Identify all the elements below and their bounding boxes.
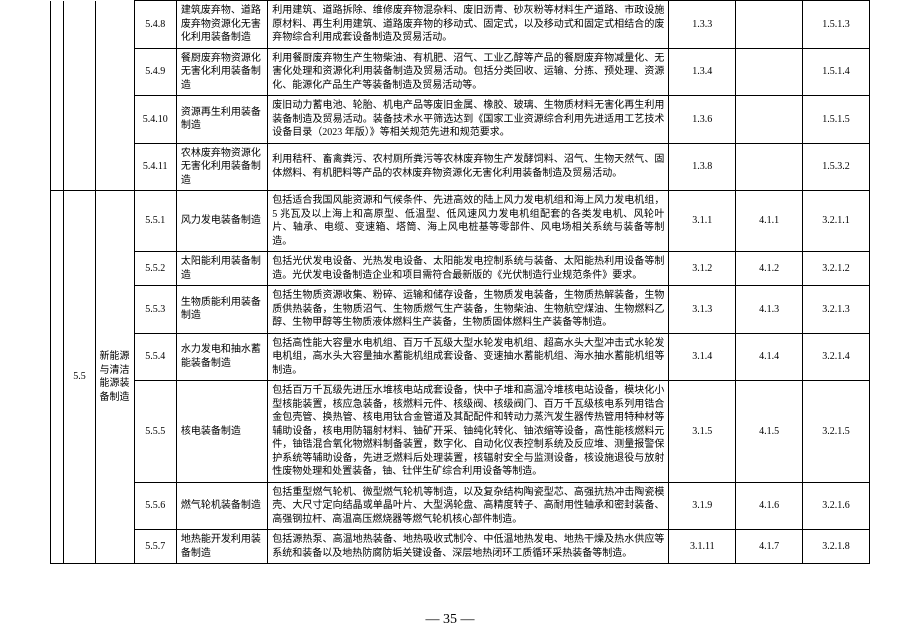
item-desc: 废旧动力蓄电池、轮胎、机电产品等废旧金属、橡胶、玻璃、生物质材料无害化再生利用装…	[268, 96, 669, 144]
ref-1: 3.1.5	[669, 381, 736, 483]
col-a-cont2	[51, 191, 64, 564]
item-name: 风力发电装备制造	[176, 191, 267, 252]
item-desc: 包括重型燃气轮机、微型燃气轮机等制造，以及复杂结构陶瓷型芯、高强抗热冲击陶瓷模壳…	[268, 482, 669, 530]
item-desc: 包括适合我国风能资源和气候条件、先进高效的陆上风力发电机组和海上风力发电机组，5…	[268, 191, 669, 252]
parent-code: 5.5	[64, 191, 95, 564]
item-name: 生物质能利用装备制造	[176, 286, 267, 334]
item-name: 资源再生利用装备制造	[176, 96, 267, 144]
ref-1: 1.3.6	[669, 96, 736, 144]
ref-3: 3.2.1.6	[803, 482, 870, 530]
ref-1: 1.3.3	[669, 1, 736, 49]
item-code: 5.5.6	[134, 482, 176, 530]
item-desc: 包括源热泵、高温地热装备、地热吸收式制冷、中低温地热发电、地热干燥及热水供应等系…	[268, 530, 669, 564]
ref-2	[736, 96, 803, 144]
item-desc: 利用建筑、道路拆除、维修废弃物混杂料、废旧沥青、砂灰粉等材料生产道路、市政设施原…	[268, 1, 669, 49]
ref-3: 1.5.1.3	[803, 1, 870, 49]
item-name: 农林废弃物资源化无害化利用装备制造	[176, 143, 267, 191]
ref-3: 3.2.1.2	[803, 252, 870, 286]
ref-3: 3.2.1.3	[803, 286, 870, 334]
ref-3: 3.2.1.8	[803, 530, 870, 564]
ref-1: 3.1.4	[669, 333, 736, 381]
ref-3: 1.5.1.5	[803, 96, 870, 144]
ref-3: 3.2.1.4	[803, 333, 870, 381]
item-name: 地热能开发利用装备制造	[176, 530, 267, 564]
item-code: 5.5.1	[134, 191, 176, 252]
item-desc: 包括高性能大容量水电机组、百万千瓦级大型水轮发电机组、超高水头大型冲击式水轮发电…	[268, 333, 669, 381]
col-a-cont	[51, 1, 64, 191]
ref-2: 4.1.5	[736, 381, 803, 483]
ref-2: 4.1.6	[736, 482, 803, 530]
parent-name: 新能源与清洁能源装备制造	[95, 191, 134, 564]
item-code: 5.5.2	[134, 252, 176, 286]
ref-1: 3.1.1	[669, 191, 736, 252]
ref-2	[736, 1, 803, 49]
ref-1: 3.1.2	[669, 252, 736, 286]
ref-2	[736, 48, 803, 96]
ref-1: 3.1.11	[669, 530, 736, 564]
ref-2: 4.1.7	[736, 530, 803, 564]
item-desc: 包括生物质资源收集、粉碎、运输和储存设备，生物质发电装备，生物质热解装备，生物质…	[268, 286, 669, 334]
item-desc: 利用秸秆、畜禽粪污、农村厕所粪污等农林废弃物生产发酵饲料、沼气、生物天然气、固体…	[268, 143, 669, 191]
item-desc: 包括光伏发电设备、光热发电设备、太阳能发电控制系统与装备、太阳能热利用设备等制造…	[268, 252, 669, 286]
ref-1: 3.1.3	[669, 286, 736, 334]
item-code: 5.4.8	[134, 1, 176, 49]
ref-3: 3.2.1.1	[803, 191, 870, 252]
ref-2: 4.1.3	[736, 286, 803, 334]
item-code: 5.4.11	[134, 143, 176, 191]
spec-table: 5.4.8建筑废弃物、道路废弃物资源化无害化利用装备制造利用建筑、道路拆除、维修…	[50, 0, 870, 564]
ref-3: 3.2.1.5	[803, 381, 870, 483]
ref-3: 1.5.1.4	[803, 48, 870, 96]
item-name: 燃气轮机装备制造	[176, 482, 267, 530]
item-code: 5.5.7	[134, 530, 176, 564]
ref-1: 1.3.8	[669, 143, 736, 191]
ref-2: 4.1.4	[736, 333, 803, 381]
item-name: 太阳能利用装备制造	[176, 252, 267, 286]
ref-2: 4.1.2	[736, 252, 803, 286]
item-name: 水力发电和抽水蓄能装备制造	[176, 333, 267, 381]
ref-1: 1.3.4	[669, 48, 736, 96]
item-code: 5.4.9	[134, 48, 176, 96]
item-code: 5.5.4	[134, 333, 176, 381]
ref-2	[736, 143, 803, 191]
item-name: 核电装备制造	[176, 381, 267, 483]
item-desc: 利用餐厨废弃物生产生物柴油、有机肥、沼气、工业乙醇等产品的餐厨废弃物减量化、无害…	[268, 48, 669, 96]
item-name: 餐厨废弃物资源化无害化利用装备制造	[176, 48, 267, 96]
item-code: 5.5.3	[134, 286, 176, 334]
col-c-cont	[95, 1, 134, 191]
ref-1: 3.1.9	[669, 482, 736, 530]
col-b-cont	[64, 1, 95, 191]
item-code: 5.4.10	[134, 96, 176, 144]
ref-3: 1.5.3.2	[803, 143, 870, 191]
item-name: 建筑废弃物、道路废弃物资源化无害化利用装备制造	[176, 1, 267, 49]
ref-2: 4.1.1	[736, 191, 803, 252]
item-desc: 包括百万千瓦级先进压水堆核电站成套设备，快中子堆和高温冷堆核电站设备，模块化小型…	[268, 381, 669, 483]
item-code: 5.5.5	[134, 381, 176, 483]
page-number: — 35 —	[0, 612, 900, 628]
